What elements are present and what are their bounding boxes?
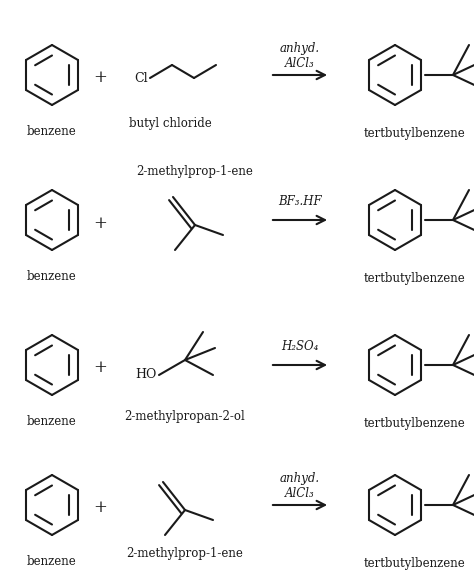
Text: +: + bbox=[93, 214, 107, 231]
Text: HO: HO bbox=[136, 369, 157, 381]
Text: anhyd.: anhyd. bbox=[280, 42, 320, 55]
Text: BF₃.HF: BF₃.HF bbox=[278, 195, 322, 208]
Text: tertbutylbenzene: tertbutylbenzene bbox=[364, 127, 466, 140]
Text: +: + bbox=[93, 359, 107, 376]
Text: benzene: benzene bbox=[27, 555, 77, 568]
Text: 2-methylprop-1-ene: 2-methylprop-1-ene bbox=[137, 165, 254, 178]
Text: AlCl₃: AlCl₃ bbox=[285, 487, 315, 500]
Text: butyl chloride: butyl chloride bbox=[128, 117, 211, 130]
Text: tertbutylbenzene: tertbutylbenzene bbox=[364, 557, 466, 570]
Text: benzene: benzene bbox=[27, 415, 77, 428]
Text: H₂SO₄: H₂SO₄ bbox=[281, 340, 319, 353]
Text: +: + bbox=[93, 70, 107, 87]
Text: benzene: benzene bbox=[27, 125, 77, 138]
Text: Cl: Cl bbox=[134, 71, 148, 84]
Text: AlCl₃: AlCl₃ bbox=[285, 57, 315, 70]
Text: tertbutylbenzene: tertbutylbenzene bbox=[364, 272, 466, 285]
Text: anhyd.: anhyd. bbox=[280, 472, 320, 485]
Text: +: + bbox=[93, 499, 107, 516]
Text: 2-methylpropan-2-ol: 2-methylpropan-2-ol bbox=[125, 410, 246, 423]
Text: 2-methylprop-1-ene: 2-methylprop-1-ene bbox=[127, 547, 244, 560]
Text: benzene: benzene bbox=[27, 270, 77, 283]
Text: tertbutylbenzene: tertbutylbenzene bbox=[364, 417, 466, 430]
